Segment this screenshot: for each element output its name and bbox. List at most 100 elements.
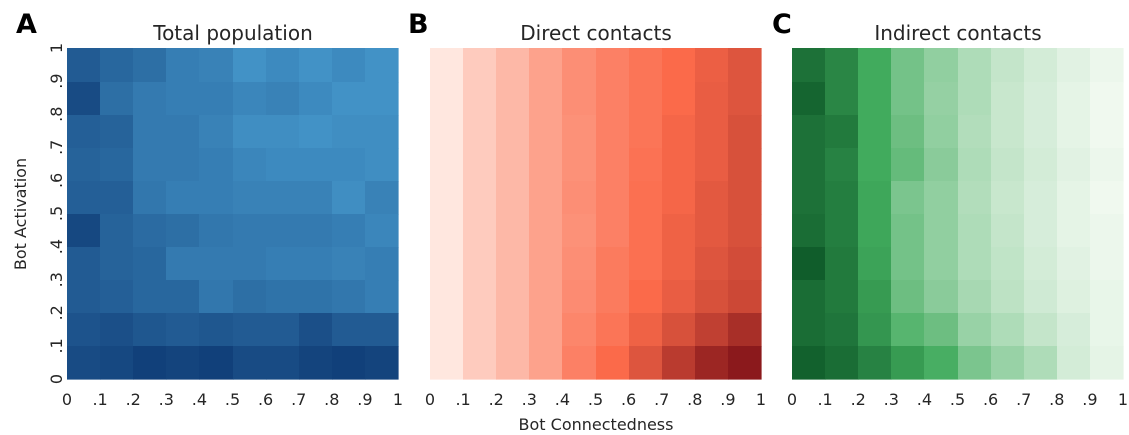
heatmap-cell [596,48,630,83]
heatmap-cell [562,82,597,116]
heatmap-cell [266,181,300,215]
heatmap-cell [1090,247,1124,281]
heatmap-cell [266,82,300,116]
heatmap-cell [332,115,366,149]
heatmap-cell [166,214,200,248]
heatmap-cell [266,115,300,149]
heatmap-cell [529,280,563,314]
heatmap-cell [166,48,200,83]
heatmap-cell [166,115,200,149]
heatmap-cell [662,48,696,83]
heatmap-cell [299,346,333,380]
heatmap-cell [332,214,366,248]
y-axis-label: Bot Activation [11,158,30,270]
heatmap-cell [924,214,959,248]
heatmap-cell [958,346,992,380]
heatmap-cell [958,214,992,248]
x-axis-label: Bot Connectedness [519,415,674,434]
heatmap-cell [496,48,530,83]
heatmap-cell [792,313,826,347]
heatmap-cell [1024,115,1058,149]
heatmap-cell [662,115,696,149]
x-tick-label: .7 [291,390,306,409]
heatmap-cell [233,82,267,116]
heatmap-cell [924,48,959,83]
heatmap-cell [891,82,925,116]
heatmap-cell [67,280,101,314]
heatmap-cell [1057,247,1091,281]
heatmap-cell [133,181,167,215]
heatmap-cell [463,280,497,314]
heatmap-cell [100,313,134,347]
heatmap-cell [629,214,663,248]
heatmap-cell [266,247,300,281]
heatmap-cell [133,280,167,314]
heatmap-cell [1024,214,1058,248]
heatmap-cell [199,247,234,281]
heatmap-cell [728,115,762,149]
x-tick-label: 1 [393,390,403,409]
heatmap-cell [430,48,464,83]
panel-letter-b: B [408,9,429,40]
heatmap-cell [858,346,892,380]
y-tick-label: .6 [47,173,66,188]
panel-c: C Indirect contacts 0 .1 .2 .3 .4 .5 .6 .7 .8 .9 1 [772,9,1128,409]
heatmap-cell [332,346,366,380]
heatmap-cell [695,48,729,83]
heatmap-cell [695,148,729,182]
heatmap-cell [562,48,597,83]
heatmap-cell [991,346,1025,380]
y-tick-label: .8 [47,107,66,122]
heatmap-cell [233,280,267,314]
heatmap-cell [463,247,497,281]
heatmap-cell [991,82,1025,116]
heatmap-cell [529,82,563,116]
heatmap-cell [695,115,729,149]
heatmap-cell [529,313,563,347]
heatmap-cell [1057,181,1091,215]
heatmap-cell [67,214,101,248]
heatmap-cell [199,148,234,182]
x-tick-label: .5 [225,390,240,409]
x-tick-label: .2 [489,390,504,409]
heatmap-cell [496,280,530,314]
heatmap-cell [1090,82,1124,116]
heatmap-cell [67,313,101,347]
heatmap-cell [728,214,762,248]
heatmap-cell [662,280,696,314]
heatmap-cell [199,346,234,380]
heatmap-cell [991,115,1025,149]
heatmap-cell [1057,48,1091,83]
x-tick-label: .3 [159,390,174,409]
heatmap-cell [629,247,663,281]
heatmap-cell [299,148,333,182]
heatmap-cell [924,346,959,380]
heatmap-cell [924,115,959,149]
heatmap-cell [562,346,597,380]
x-tick-label: 1 [756,390,766,409]
x-tick-label: .3 [884,390,899,409]
heatmap-cell [199,115,234,149]
heatmap-cell [891,214,925,248]
heatmap-cell [233,115,267,149]
heatmap-cell [728,82,762,116]
heatmap-cell [463,148,497,182]
heatmap-cell [233,181,267,215]
heatmap-cell [299,181,333,215]
y-tick-label: .5 [47,206,66,221]
heatmap-cell [299,280,333,314]
y-tick-label: 0 [47,374,66,384]
x-tick-label: .3 [522,390,537,409]
heatmap-cell [792,346,826,380]
heatmap-cell [463,82,497,116]
heatmap-cell [133,313,167,347]
heatmap-cell [365,148,399,182]
heatmap-cell [858,247,892,281]
heatmap-cell [1090,280,1124,314]
heatmap-cell [266,214,300,248]
x-tick-labels-a: 0 .1 .2 .3 .4 .5 .6 .7 .8 .9 1 [62,390,403,409]
x-tick-label: .6 [258,390,273,409]
heatmap-cell [266,313,300,347]
heatmap-cell [496,115,530,149]
